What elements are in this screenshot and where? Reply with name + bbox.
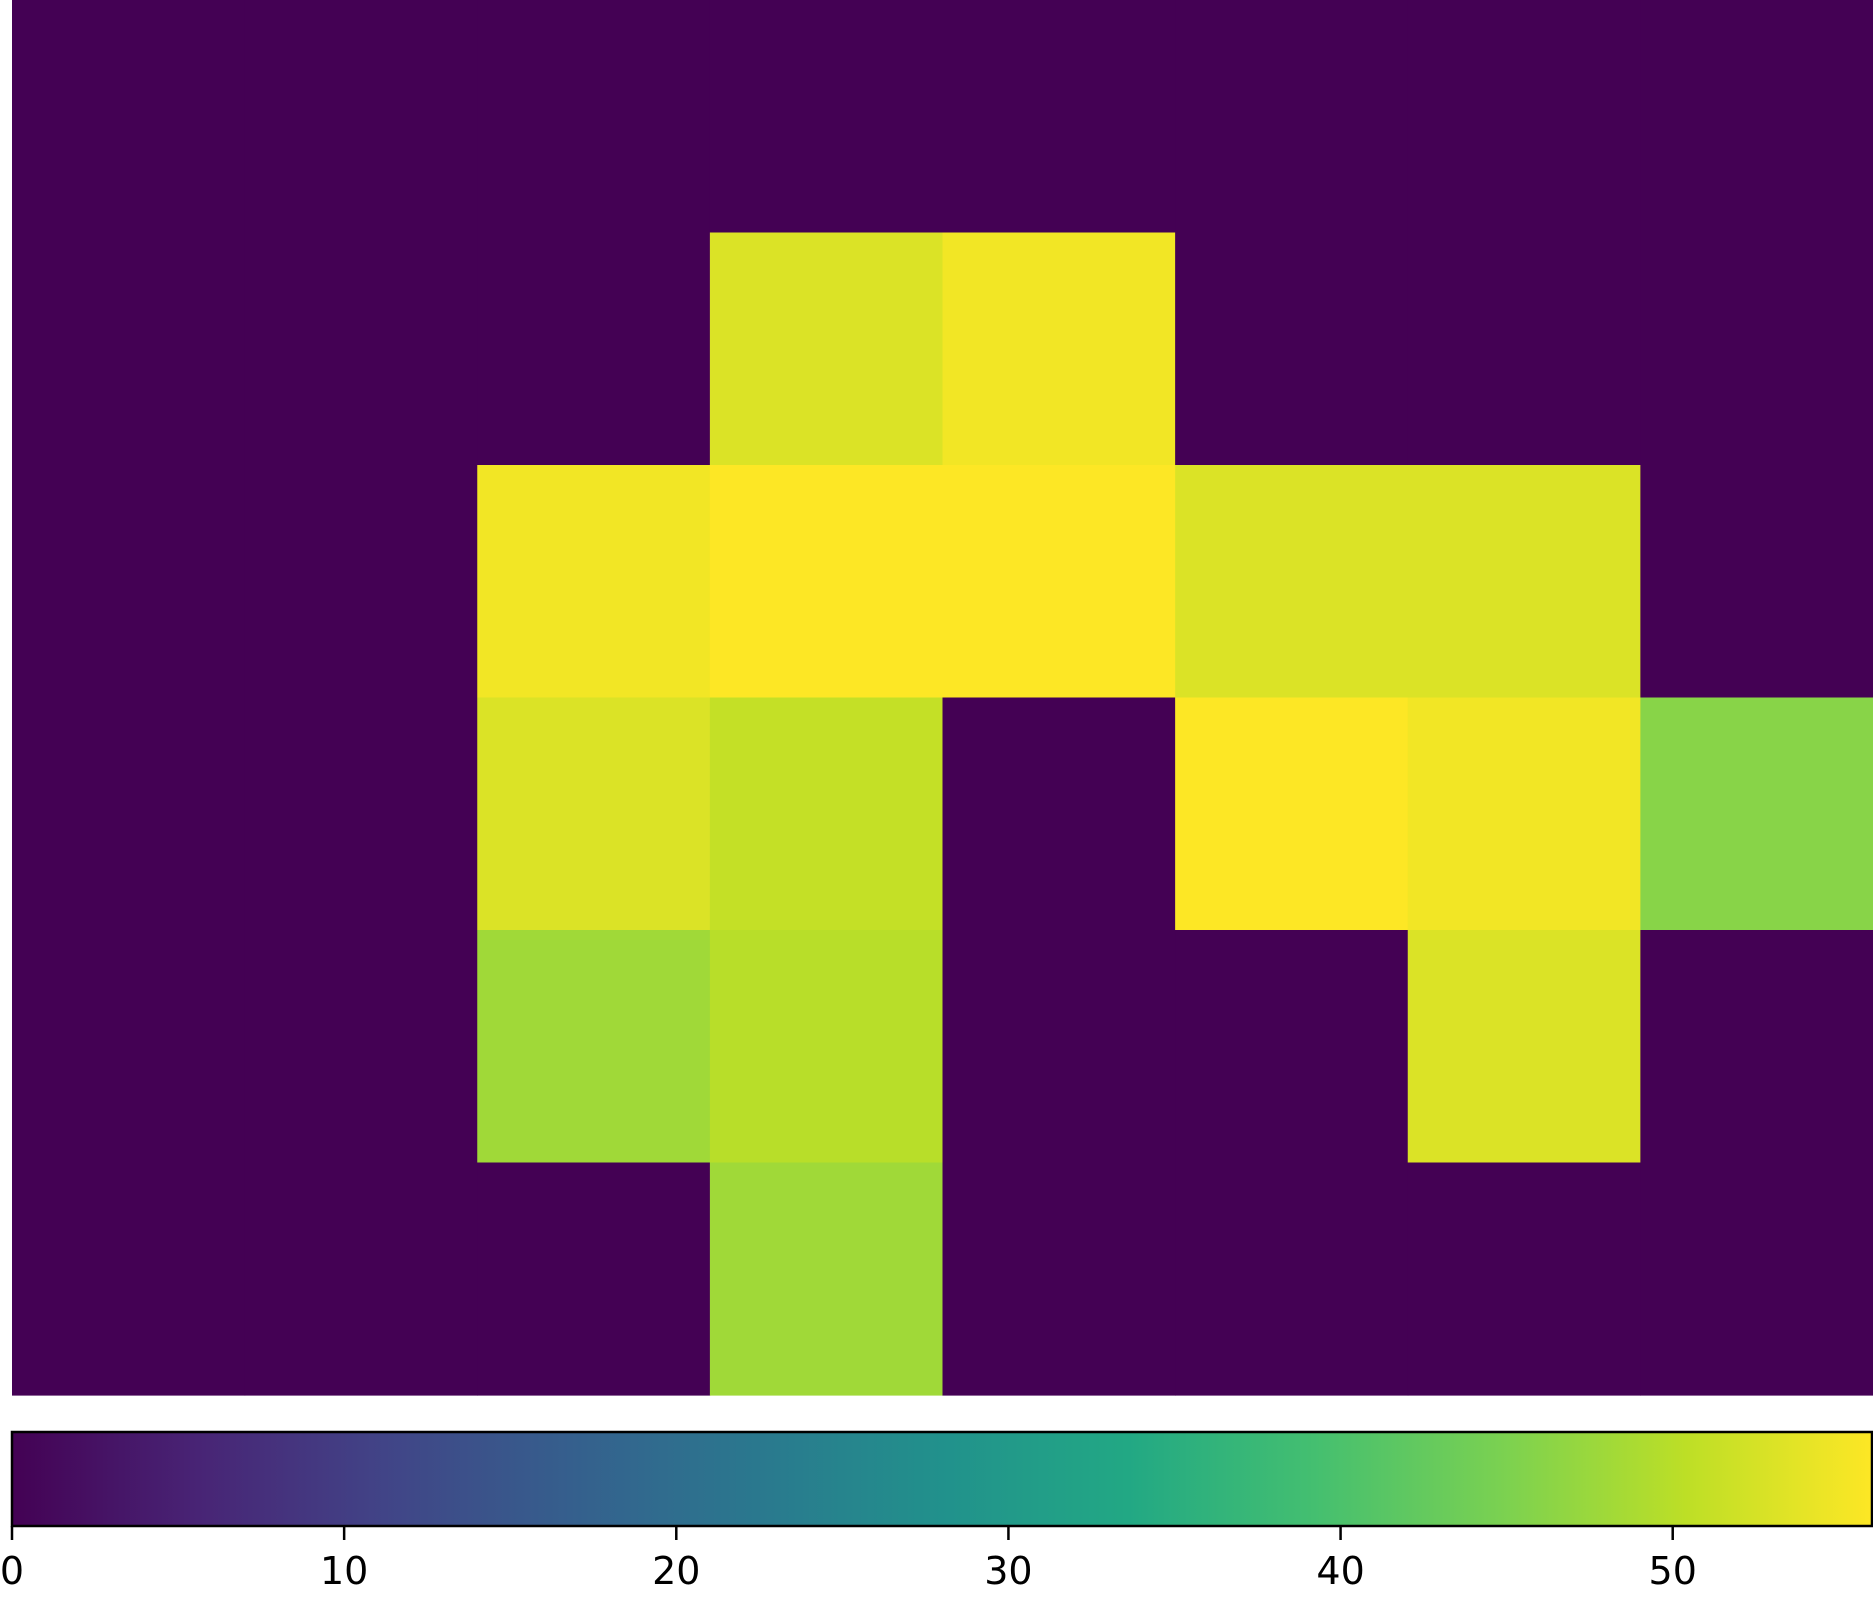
heatmap-cell-r5-c0 (12, 1162, 246, 1396)
heatmap-cell-r5-c7 (1640, 1162, 1873, 1396)
heatmap-cell-r1-c4 (942, 232, 1176, 466)
heatmap-cell-r4-c4 (942, 930, 1176, 1164)
heatmap-cell-r2-c6 (1407, 465, 1641, 699)
heatmap-cell-r3-c3 (709, 697, 944, 931)
heatmap-cell-r0-c3 (709, 0, 944, 234)
heatmap-cell-r4-c2 (477, 930, 711, 1164)
heatmap-cell-r2-c0 (12, 465, 246, 699)
colorbar-tick-label-30: 30 (984, 1549, 1032, 1593)
heatmap-cell-r1-c7 (1640, 232, 1873, 466)
heatmap-cell-r5-c1 (244, 1162, 478, 1396)
colorbar-tick-label-0: 0 (0, 1549, 24, 1593)
heatmap-cell-r0-c0 (12, 0, 246, 234)
heatmap-cell-r0-c7 (1640, 0, 1873, 234)
heatmap-cell-r5-c3 (709, 1162, 944, 1396)
heatmap-cell-r1-c1 (244, 232, 478, 466)
colorbar-frame (10, 1430, 1873, 1528)
heatmap-cell-r4-c3 (709, 930, 944, 1164)
heatmap-cell-r1-c2 (477, 232, 711, 466)
colorbar-ticks: 0 10 20 30 40 50 (0, 1526, 1697, 1593)
heatmap-cell-r4-c1 (244, 930, 478, 1164)
heatmap-cell-r4-c0 (12, 930, 246, 1164)
heatmap-cell-r4-c6 (1407, 930, 1641, 1164)
heatmap-cell-r3-c2 (477, 697, 711, 931)
heatmap-cell-r5-c5 (1175, 1162, 1409, 1396)
heatmap-cell-r1-c3 (709, 232, 944, 466)
heatmap-cell-r1-c5 (1175, 232, 1409, 466)
heatmap-cell-r3-c7 (1640, 697, 1873, 931)
heatmap-cell-r5-c2 (477, 1162, 711, 1396)
heatmap-cell-r5-c4 (942, 1162, 1176, 1396)
heatmap-cell-r0-c6 (1407, 0, 1641, 234)
heatmap-cell-r0-c1 (244, 0, 478, 234)
colorbar-tick-label-40: 40 (1316, 1549, 1364, 1593)
heatmap-cell-r3-c5 (1175, 697, 1409, 931)
heatmap-cell-r0-c5 (1175, 0, 1409, 234)
heatmap-grid (12, 0, 1873, 1396)
heatmap-cell-r3-c4 (942, 697, 1176, 931)
heatmap-cell-r1-c6 (1407, 232, 1641, 466)
colorbar-tick-label-50: 50 (1649, 1549, 1697, 1593)
colorbar: 0 10 20 30 40 50 (0, 1430, 1873, 1593)
heatmap-cell-r2-c5 (1175, 465, 1409, 699)
colorbar-tick-label-10: 10 (320, 1549, 368, 1593)
heatmap-cell-r4-c7 (1640, 930, 1873, 1164)
colorbar-tick-label-20: 20 (652, 1549, 700, 1593)
heatmap-cell-r2-c4 (942, 465, 1176, 699)
heatmap-cell-r2-c2 (477, 465, 711, 699)
heatmap-cell-r3-c0 (12, 697, 246, 931)
heatmap-cell-r1-c0 (12, 232, 246, 466)
heatmap-cell-r5-c6 (1407, 1162, 1641, 1396)
heatmap-cell-r2-c1 (244, 465, 478, 699)
heatmap-cell-r2-c3 (709, 465, 944, 699)
heatmap-cell-r3-c1 (244, 697, 478, 931)
heatmap-cell-r0-c4 (942, 0, 1176, 234)
heatmap-cell-r2-c7 (1640, 465, 1873, 699)
heatmap-cell-r3-c6 (1407, 697, 1641, 931)
heatmap-cell-r4-c5 (1175, 930, 1409, 1164)
heatmap-cell-r0-c2 (477, 0, 711, 234)
colorbar-gradient (12, 1432, 1872, 1526)
